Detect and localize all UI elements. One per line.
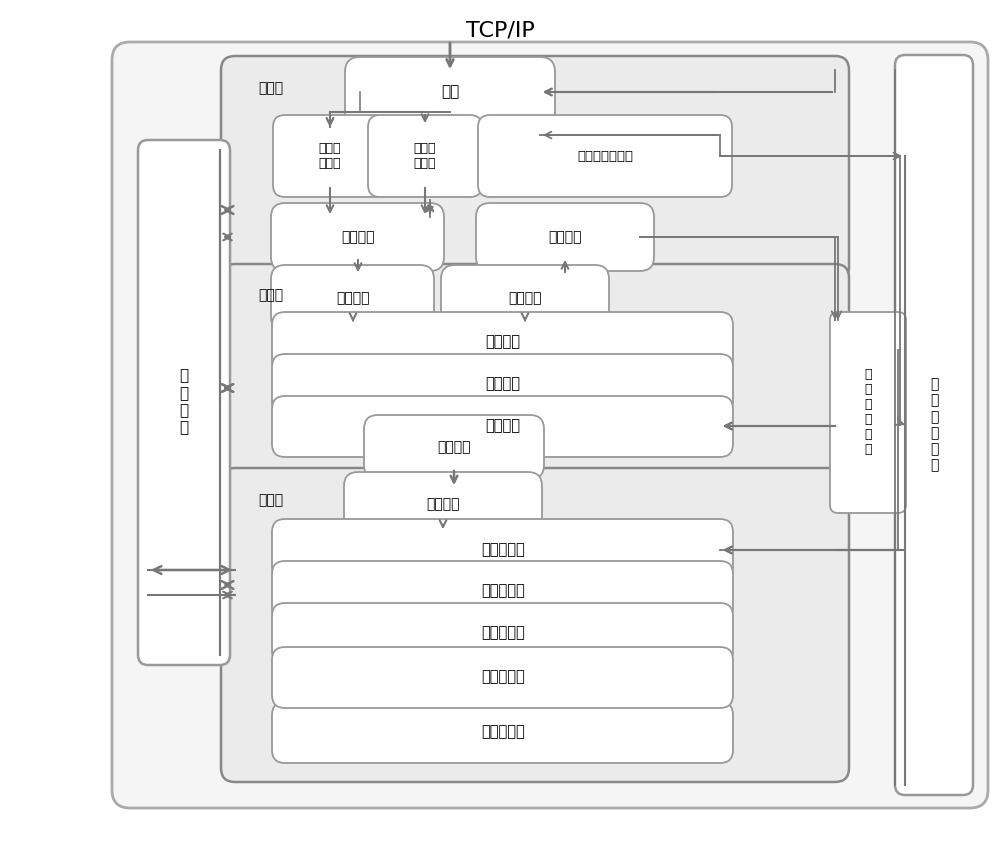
Text: 控制指令: 控制指令 — [437, 440, 471, 454]
FancyBboxPatch shape — [476, 203, 654, 271]
FancyBboxPatch shape — [368, 115, 482, 197]
Text: 监测层: 监测层 — [258, 81, 283, 95]
FancyBboxPatch shape — [138, 140, 230, 665]
Text: 资源分配: 资源分配 — [486, 335, 520, 349]
Text: 照明等设备: 照明等设备 — [481, 670, 525, 684]
FancyBboxPatch shape — [272, 702, 733, 763]
Text: 任务决策: 任务决策 — [486, 377, 520, 392]
Text: 指令转换: 指令转换 — [426, 497, 460, 511]
FancyBboxPatch shape — [895, 55, 973, 795]
FancyBboxPatch shape — [221, 56, 849, 282]
FancyBboxPatch shape — [478, 115, 732, 197]
Text: TCP/IP: TCP/IP — [466, 20, 534, 40]
Text: 接收信息: 接收信息 — [336, 291, 370, 305]
Text: 控制层: 控制层 — [258, 288, 283, 302]
FancyBboxPatch shape — [830, 312, 906, 513]
FancyBboxPatch shape — [112, 42, 988, 808]
FancyBboxPatch shape — [344, 472, 542, 536]
FancyBboxPatch shape — [271, 265, 434, 331]
Text: 监控设备: 监控设备 — [548, 230, 582, 244]
Text: 执行层: 执行层 — [258, 493, 283, 507]
FancyBboxPatch shape — [221, 264, 849, 482]
FancyBboxPatch shape — [272, 354, 733, 415]
Text: 信息输出: 信息输出 — [341, 230, 375, 244]
FancyBboxPatch shape — [221, 468, 849, 782]
FancyBboxPatch shape — [271, 203, 444, 271]
Text: 传感器状态信息: 传感器状态信息 — [577, 150, 633, 162]
Text: 判
断
紧
急
情
况: 判 断 紧 急 情 况 — [864, 368, 872, 456]
Text: 通信: 通信 — [441, 84, 459, 99]
FancyBboxPatch shape — [272, 396, 733, 457]
Text: 操纵信
息输入: 操纵信 息输入 — [414, 142, 436, 170]
FancyBboxPatch shape — [364, 415, 544, 479]
Text: 机械手作业: 机械手作业 — [481, 626, 525, 641]
Text: 公
共
数
据: 公 共 数 据 — [179, 368, 189, 435]
Text: 监
控
执
行
设
备: 监 控 执 行 设 备 — [930, 377, 938, 473]
FancyBboxPatch shape — [272, 603, 733, 664]
FancyBboxPatch shape — [272, 312, 733, 373]
Text: 控制指令: 控制指令 — [508, 291, 542, 305]
Text: 数据指
令输入: 数据指 令输入 — [319, 142, 341, 170]
FancyBboxPatch shape — [272, 519, 733, 580]
FancyBboxPatch shape — [345, 57, 555, 127]
FancyBboxPatch shape — [441, 265, 609, 331]
Text: 推进器推力: 推进器推力 — [481, 542, 525, 558]
Text: 机械手作业: 机械手作业 — [481, 583, 525, 598]
FancyBboxPatch shape — [272, 561, 733, 622]
FancyBboxPatch shape — [272, 647, 733, 708]
Text: 照明等设备: 照明等设备 — [481, 724, 525, 740]
FancyBboxPatch shape — [273, 115, 387, 197]
Text: 任务控制: 任务控制 — [486, 418, 520, 434]
